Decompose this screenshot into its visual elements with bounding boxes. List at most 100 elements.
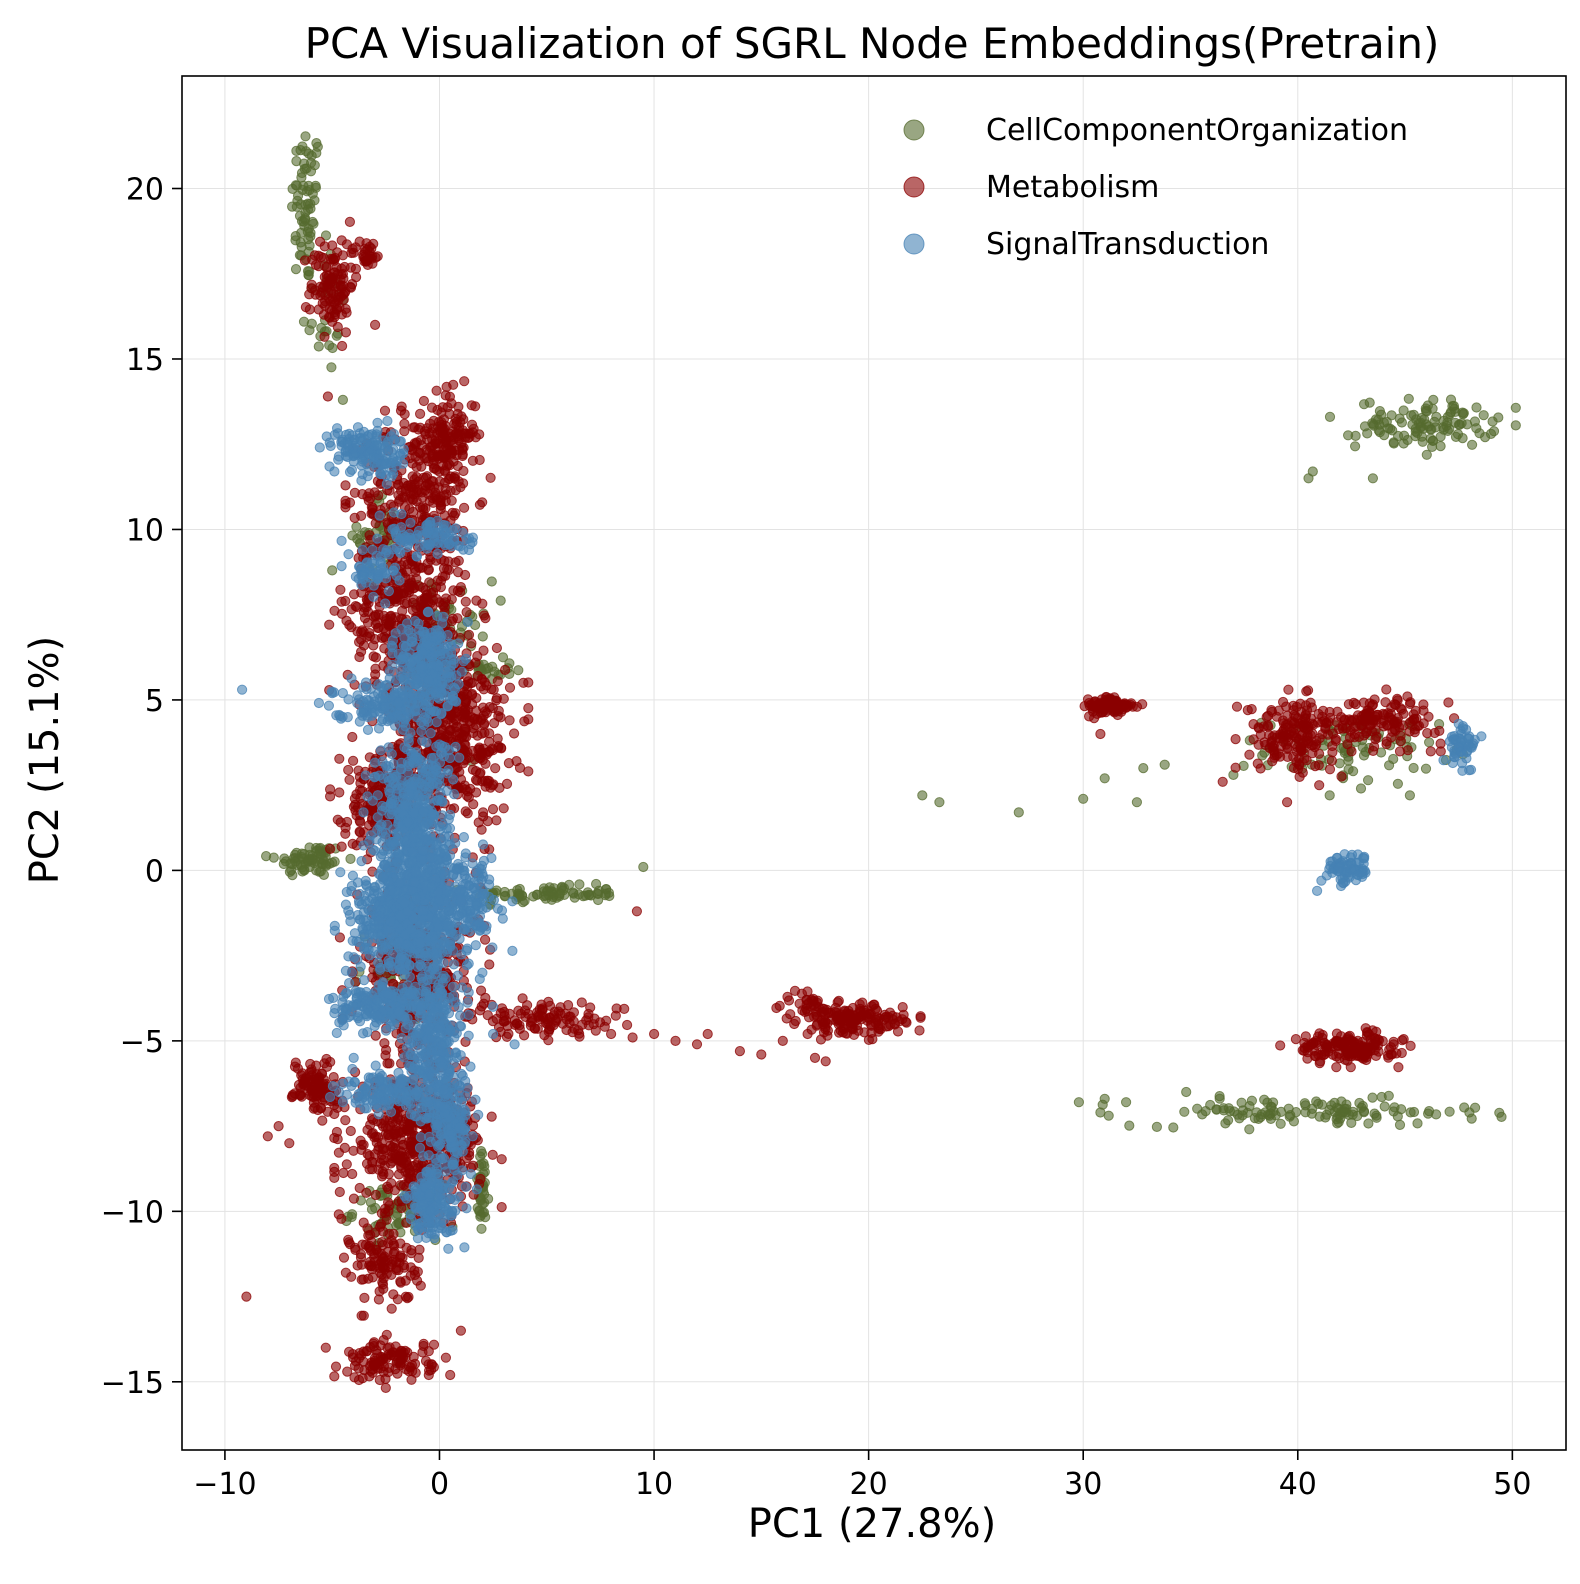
scatter-point-metabolism (461, 727, 470, 736)
scatter-point-metabolism (420, 453, 429, 462)
scatter-point-cellcomponentorganization (1472, 424, 1481, 433)
scatter-point-signaltransduction (462, 535, 471, 544)
scatter-point-metabolism (915, 1026, 924, 1035)
scatter-point-metabolism (421, 504, 430, 513)
scatter-point-metabolism (335, 754, 344, 763)
scatter-point-cellcomponentorganization (1395, 1120, 1404, 1129)
scatter-point-cellcomponentorganization (1266, 1114, 1275, 1123)
scatter-point-cellcomponentorganization (1364, 1119, 1373, 1128)
scatter-point-signaltransduction (386, 432, 395, 441)
scatter-point-cellcomponentorganization (1422, 450, 1431, 459)
scatter-point-metabolism (436, 505, 445, 514)
scatter-point-signaltransduction (433, 549, 442, 558)
scatter-point-cellcomponentorganization (1423, 401, 1432, 410)
scatter-point-cellcomponentorganization (545, 883, 554, 892)
scatter-point-metabolism (876, 1025, 885, 1034)
scatter-point-metabolism (488, 805, 497, 814)
scatter-point-metabolism (671, 1036, 680, 1045)
scatter-point-metabolism (516, 1009, 525, 1018)
scatter-point-cellcomponentorganization (1472, 403, 1481, 412)
scatter-point-metabolism (394, 480, 403, 489)
scatter-point-metabolism (341, 596, 350, 605)
scatter-point-signaltransduction (425, 518, 434, 527)
scatter-point-cellcomponentorganization (514, 666, 523, 675)
scatter-point-metabolism (319, 1075, 328, 1084)
scatter-point-metabolism (400, 1152, 409, 1161)
scatter-point-metabolism (497, 1203, 506, 1212)
scatter-point-metabolism (396, 1181, 405, 1190)
scatter-point-metabolism (369, 652, 378, 661)
scatter-point-cellcomponentorganization (1368, 1093, 1377, 1102)
scatter-point-cellcomponentorganization (478, 632, 487, 641)
scatter-point-metabolism (242, 1292, 251, 1301)
scatter-point-metabolism (438, 433, 447, 442)
scatter-point-metabolism (341, 496, 350, 505)
scatter-point-cellcomponentorganization (312, 843, 321, 852)
scatter-point-cellcomponentorganization (1314, 1099, 1323, 1108)
scatter-point-metabolism (476, 768, 485, 777)
scatter-point-metabolism (505, 683, 514, 692)
scatter-point-metabolism (1114, 702, 1123, 711)
scatter-point-metabolism (464, 630, 473, 639)
scatter-point-metabolism (1263, 711, 1272, 720)
scatter-point-metabolism (361, 1240, 370, 1249)
scatter-point-cellcomponentorganization (1479, 411, 1488, 420)
scatter-point-metabolism (1279, 737, 1288, 746)
scatter-point-metabolism (461, 570, 470, 579)
scatter-point-metabolism (348, 1169, 357, 1178)
scatter-point-metabolism (401, 1353, 410, 1362)
scatter-point-metabolism (1430, 728, 1439, 737)
scatter-point-metabolism (1344, 1035, 1353, 1044)
scatter-point-metabolism (452, 420, 461, 429)
scatter-point-metabolism (1419, 706, 1428, 715)
scatter-point-metabolism (611, 1011, 620, 1020)
scatter-point-metabolism (341, 823, 350, 832)
scatter-point-metabolism (339, 1253, 348, 1262)
scatter-point-metabolism (524, 715, 533, 724)
scatter-point-metabolism (383, 1344, 392, 1353)
scatter-point-cellcomponentorganization (935, 798, 944, 807)
scatter-point-signaltransduction (362, 559, 371, 568)
scatter-point-metabolism (620, 1004, 629, 1013)
scatter-point-metabolism (348, 280, 357, 289)
scatter-point-metabolism (323, 392, 332, 401)
scatter-point-metabolism (409, 595, 418, 604)
scatter-point-metabolism (374, 623, 383, 632)
scatter-point-metabolism (335, 290, 344, 299)
scatter-point-cellcomponentorganization (518, 898, 527, 907)
scatter-point-metabolism (438, 572, 447, 581)
scatter-point-metabolism (299, 1079, 308, 1088)
scatter-point-metabolism (772, 1003, 781, 1012)
scatter-point-metabolism (466, 679, 475, 688)
scatter-point-metabolism (524, 767, 533, 776)
scatter-point-metabolism (326, 297, 335, 306)
scatter-point-metabolism (1312, 736, 1321, 745)
scatter-point-cellcomponentorganization (592, 879, 601, 888)
scatter-point-metabolism (1100, 700, 1109, 709)
scatter-point-metabolism (412, 497, 421, 506)
scatter-point-metabolism (423, 479, 432, 488)
scatter-point-metabolism (472, 596, 481, 605)
scatter-point-metabolism (313, 1105, 322, 1114)
scatter-point-metabolism (424, 1347, 433, 1356)
scatter-point-signaltransduction (399, 449, 408, 458)
scatter-point-metabolism (596, 1018, 605, 1027)
scatter-point-metabolism (380, 503, 389, 512)
scatter-point-metabolism (380, 406, 389, 415)
scatter-point-metabolism (1302, 687, 1311, 696)
scatter-point-metabolism (502, 779, 511, 788)
scatter-point-metabolism (345, 775, 354, 784)
scatter-point-cellcomponentorganization (1384, 1091, 1393, 1100)
scatter-point-metabolism (290, 1062, 299, 1071)
scatter-point-metabolism (786, 1010, 795, 1019)
scatter-point-metabolism (344, 1235, 353, 1244)
scatter-point-metabolism (481, 935, 490, 944)
scatter-point-cellcomponentorganization (1372, 1113, 1381, 1122)
scatter-point-metabolism (432, 386, 441, 395)
scatter-point-metabolism (1333, 707, 1342, 716)
scatter-point-cellcomponentorganization (1344, 431, 1353, 440)
scatter-point-metabolism (519, 678, 528, 687)
scatter-point-metabolism (356, 817, 365, 826)
scatter-point-metabolism (607, 1029, 616, 1038)
scatter-point-metabolism (1350, 1048, 1359, 1057)
